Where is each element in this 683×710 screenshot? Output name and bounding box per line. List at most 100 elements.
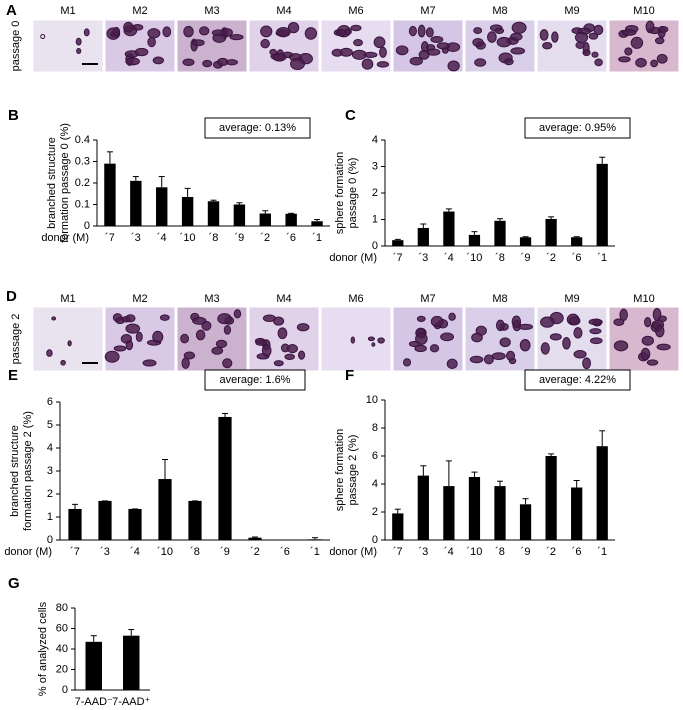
bar	[417, 227, 429, 246]
structure	[446, 358, 458, 370]
y-axis-label: % of analyzed cells	[37, 601, 49, 696]
structure	[290, 57, 305, 71]
structure	[183, 25, 194, 38]
x-tick-label: ´9	[234, 232, 244, 244]
structure	[351, 49, 367, 60]
structure	[506, 350, 516, 361]
structure	[582, 49, 591, 57]
sample-label: M3	[204, 5, 219, 17]
structure	[644, 316, 652, 328]
structure	[201, 320, 212, 331]
y-tick-label: 4	[47, 442, 53, 454]
structure	[549, 333, 562, 341]
y-axis-label: formation passage 2 (%)	[22, 411, 34, 531]
structure	[202, 59, 213, 68]
panel-letter: A	[6, 2, 17, 19]
structure	[640, 347, 651, 361]
structure	[339, 47, 353, 57]
bar	[468, 234, 481, 246]
structure	[511, 21, 527, 34]
structure	[180, 333, 189, 344]
bar	[519, 504, 532, 540]
structure	[469, 355, 484, 364]
structure	[260, 38, 270, 49]
structure	[495, 319, 505, 332]
structure	[496, 36, 512, 48]
structure	[287, 21, 300, 34]
structure	[195, 329, 206, 341]
structure	[658, 315, 667, 322]
y-tick-label: 8	[372, 422, 378, 434]
x-axis-label: donor (M)	[329, 546, 377, 558]
x-tick-label: ´2	[260, 232, 270, 244]
bar	[233, 204, 246, 226]
bar	[207, 201, 220, 226]
structure	[376, 61, 390, 68]
y-axis-label: branched structure	[9, 425, 21, 517]
x-tick-label: ´6	[286, 232, 296, 244]
structure	[425, 27, 434, 38]
structure	[46, 349, 53, 357]
bar	[285, 213, 297, 226]
y-tick-label: 0.1	[75, 198, 90, 210]
bar	[156, 187, 168, 226]
x-tick-label: ´2	[546, 252, 556, 264]
structure	[519, 338, 531, 352]
bar	[128, 508, 142, 540]
y-tick-label: 10	[366, 394, 378, 406]
structure	[562, 336, 571, 350]
structure	[430, 315, 444, 328]
structure	[447, 60, 460, 72]
structure	[621, 29, 637, 36]
y-tick-label: 2	[47, 488, 53, 500]
y-tick-label: 0.2	[75, 177, 90, 189]
structure	[273, 316, 285, 326]
x-tick-label: ´8	[495, 252, 505, 264]
y-tick-label: 2	[372, 506, 378, 518]
bar	[571, 487, 583, 540]
structure	[40, 34, 46, 40]
structure	[654, 37, 665, 45]
bar	[443, 211, 455, 246]
structure	[430, 35, 444, 43]
row-label: passage 0	[10, 21, 22, 72]
structure	[298, 350, 306, 360]
structure	[211, 29, 226, 37]
structure	[395, 45, 409, 56]
structure	[473, 27, 483, 34]
sample-label: M6	[348, 5, 363, 17]
x-tick-label: ´9	[521, 546, 531, 558]
structure	[429, 344, 440, 353]
bar	[443, 486, 455, 540]
structure	[131, 23, 144, 31]
structure	[539, 29, 549, 41]
structure	[182, 58, 195, 67]
structure	[474, 58, 487, 67]
x-tick-label: 7-AAD⁻	[75, 696, 113, 705]
structure	[656, 53, 668, 64]
sample-label: M8	[492, 5, 507, 17]
y-tick-label: 6	[372, 450, 378, 462]
structure	[635, 57, 647, 68]
x-tick-label: ´10	[180, 232, 196, 244]
structure	[588, 318, 603, 326]
bar	[181, 196, 194, 226]
structure	[125, 57, 140, 66]
structure	[113, 345, 127, 352]
structure	[115, 317, 125, 325]
x-tick-label: ´4	[444, 546, 454, 558]
bar	[85, 641, 102, 690]
sample-label: M2	[132, 5, 147, 17]
y-tick-label: 1	[372, 213, 378, 225]
structure	[112, 26, 121, 37]
sample-label: M10	[633, 5, 654, 17]
sample-label: M4	[276, 5, 291, 17]
structure	[377, 337, 385, 344]
x-tick-label: ´4	[444, 252, 454, 264]
bar	[308, 539, 322, 540]
sample-label: M10	[633, 293, 654, 305]
structure	[471, 332, 483, 343]
structure	[436, 42, 451, 50]
structure	[198, 26, 210, 36]
structure	[104, 350, 120, 363]
